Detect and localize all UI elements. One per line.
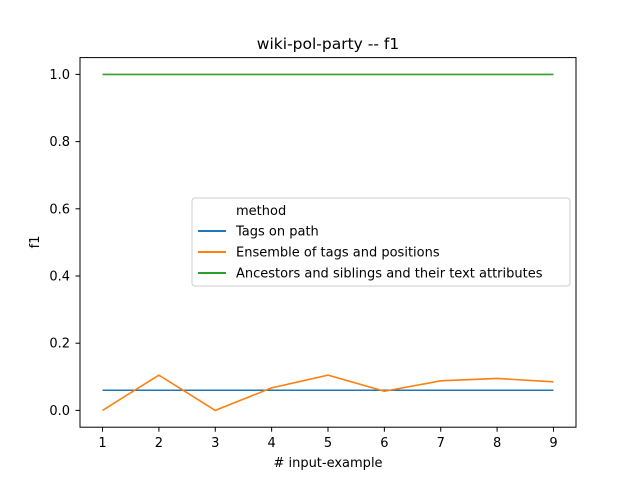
legend-title: method <box>236 204 286 219</box>
y-tick-label: 0.2 <box>49 337 70 352</box>
legend-entry-label: Ancestors and siblings and their text at… <box>236 267 543 282</box>
y-tick-label: 1.0 <box>49 68 70 83</box>
legend-entry-label: Tags on path <box>235 225 319 240</box>
x-tick-label: 8 <box>493 436 501 451</box>
y-axis-label: f1 <box>28 236 43 249</box>
x-axis: 1 2 3 4 5 6 7 8 9 <box>98 427 558 451</box>
legend-entries: Tags on path Ensemble of tags and positio… <box>198 225 543 282</box>
x-tick-label: 3 <box>211 436 219 451</box>
series-line-2 <box>102 374 554 412</box>
y-tick-label: 0.8 <box>49 135 70 150</box>
x-tick-label: 6 <box>380 436 388 451</box>
x-tick-label: 1 <box>98 436 106 451</box>
legend-box <box>191 197 571 287</box>
legend-entry-label: Ensemble of tags and positions <box>236 246 440 261</box>
x-tick-label: 7 <box>437 436 445 451</box>
x-tick-label: 5 <box>324 436 332 451</box>
x-tick-label: 2 <box>155 436 163 451</box>
y-tick-label: 0.4 <box>49 270 70 285</box>
chart-title: wiki-pol-party -- f1 <box>257 35 399 53</box>
legend: method Tags on path Ensemble of tags and … <box>191 197 571 287</box>
series-layer <box>102 73 554 412</box>
x-tick-label: 9 <box>549 436 557 451</box>
x-tick-label: 4 <box>267 436 275 451</box>
y-axis: 0.0 0.2 0.4 0.6 0.8 1.0 <box>49 68 80 419</box>
y-tick-label: 0.6 <box>49 202 70 217</box>
y-tick-label: 0.0 <box>49 404 70 419</box>
x-axis-label: # input-example <box>273 456 382 471</box>
